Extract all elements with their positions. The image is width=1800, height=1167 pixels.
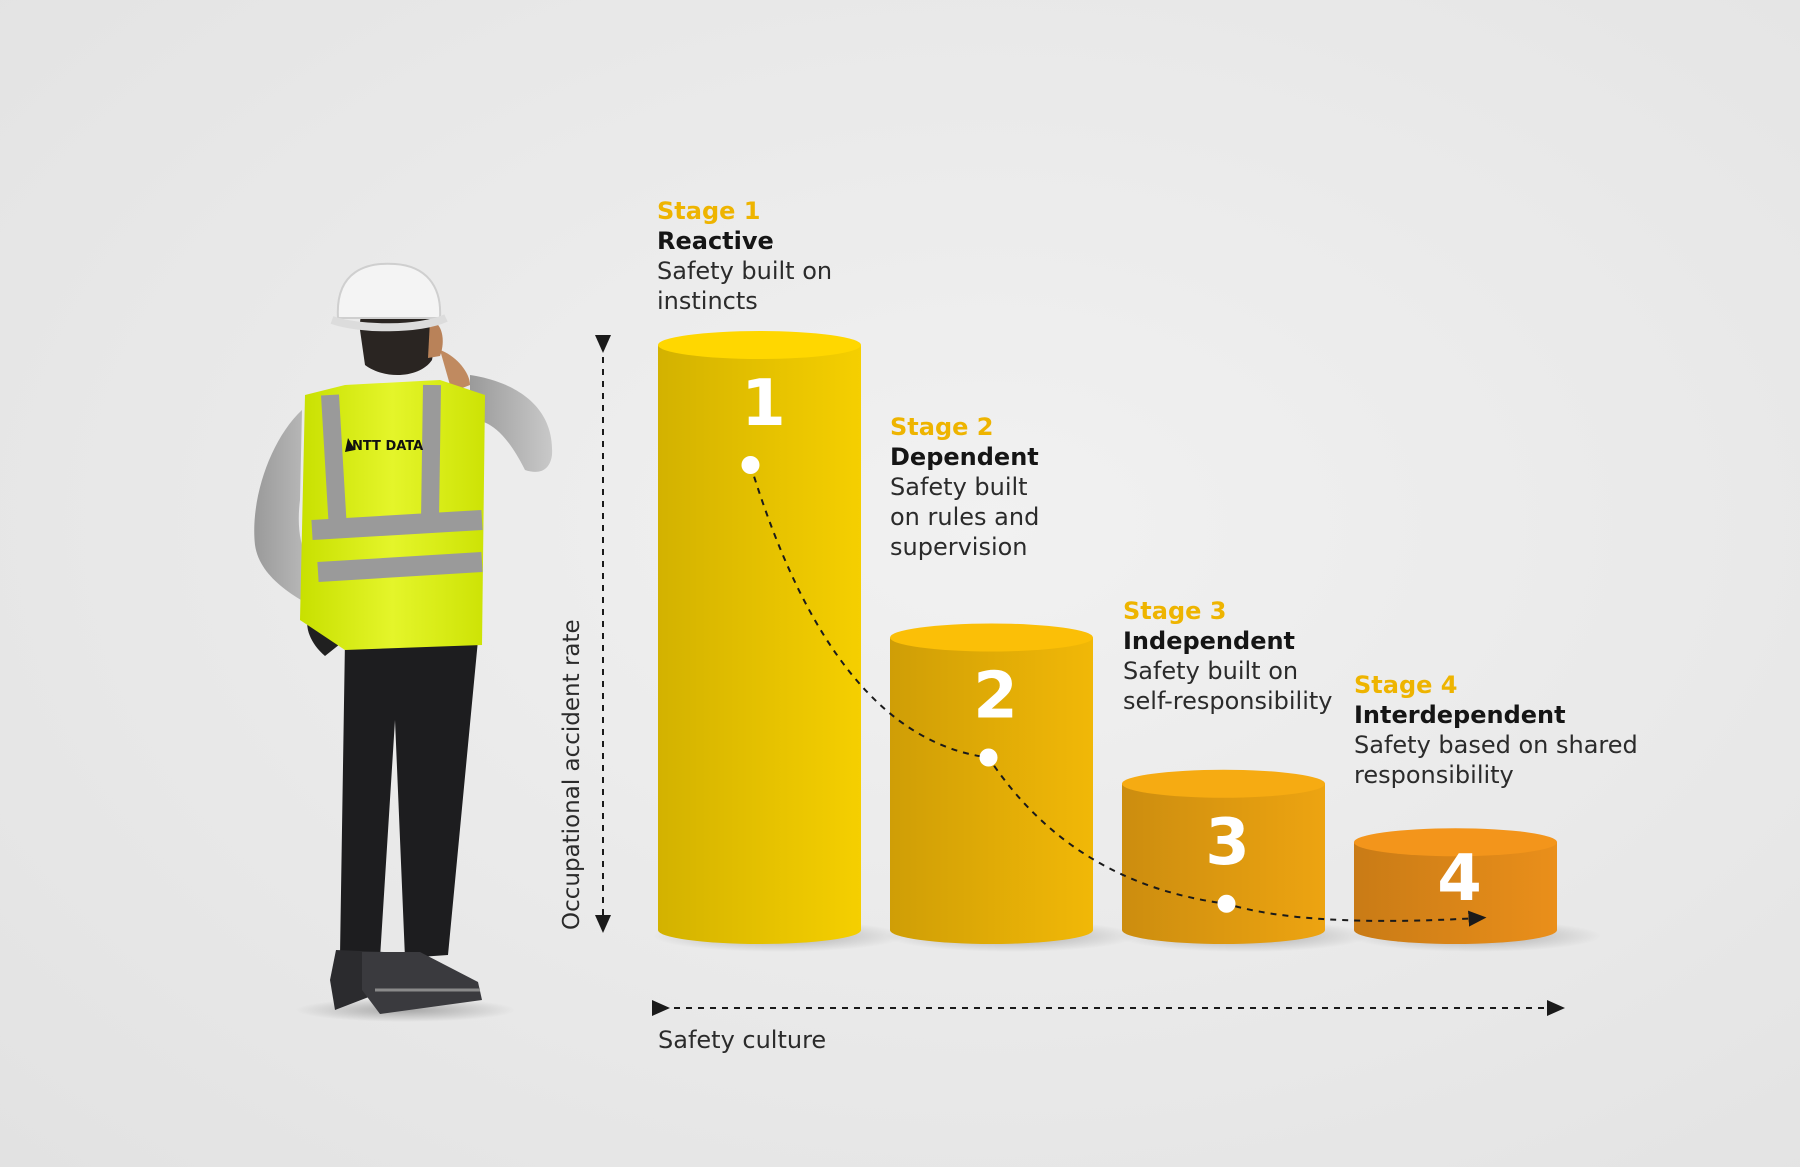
y-axis-label: Occupational accident rate: [559, 619, 585, 930]
bar-top-stage-1: [658, 331, 861, 359]
bar-number-label: 2: [973, 660, 1018, 734]
bar-stage-2: [890, 637, 1093, 944]
stage-name: Independent: [1123, 627, 1296, 655]
bar-number-label: 4: [1437, 842, 1482, 916]
stage-number: Stage 4: [1354, 671, 1458, 699]
stage-label-3: Stage 3 Independent Safety built on self…: [1123, 596, 1423, 716]
stage-number: Stage 2: [890, 413, 994, 441]
vest-logo: NTT DATA: [352, 439, 423, 454]
stage-label-4: Stage 4 Interdependent Safety based on s…: [1354, 670, 1654, 790]
bar-number-label: 3: [1205, 806, 1250, 880]
trend-point-3: [1217, 894, 1236, 913]
bar-top-stage-3: [1122, 769, 1325, 798]
stage-number: Stage 1: [657, 197, 761, 225]
trend-line: [749, 464, 1487, 927]
stage-name: Reactive: [657, 227, 774, 255]
stage-number: Stage 3: [1123, 597, 1227, 625]
stage-description: Safety built on self-responsibility: [1123, 657, 1333, 715]
stage-description: Safety built on instincts: [657, 257, 833, 315]
bar-number-label: 1: [741, 367, 786, 441]
bars-group: 1 2 3 4: [653, 331, 1602, 952]
bar-stage-3: [1122, 783, 1325, 944]
bar-top-stage-4: [1354, 828, 1557, 857]
stage-label-2: Stage 2 Dependent Safety built on rules …: [890, 412, 1190, 562]
bar-top-stage-2: [890, 623, 1093, 652]
stage-name: Interdependent: [1354, 701, 1566, 729]
stage-description: Safety built on rules and supervision: [890, 473, 1040, 561]
x-axis-label: Safety culture: [658, 1026, 826, 1054]
worker-illustration: NTT DATA: [254, 262, 553, 1022]
trend-point-2: [979, 748, 998, 767]
stage-description: Safety based on shared responsibility: [1354, 731, 1638, 789]
trend-group: [741, 456, 1487, 927]
stage-name: Dependent: [890, 443, 1039, 471]
bar-stage-4: [1354, 842, 1557, 944]
bar-stage-1: [658, 345, 861, 944]
stage-label-1: Stage 1 Reactive Safety built on instinc…: [657, 196, 957, 316]
trend-point-1: [741, 456, 760, 474]
